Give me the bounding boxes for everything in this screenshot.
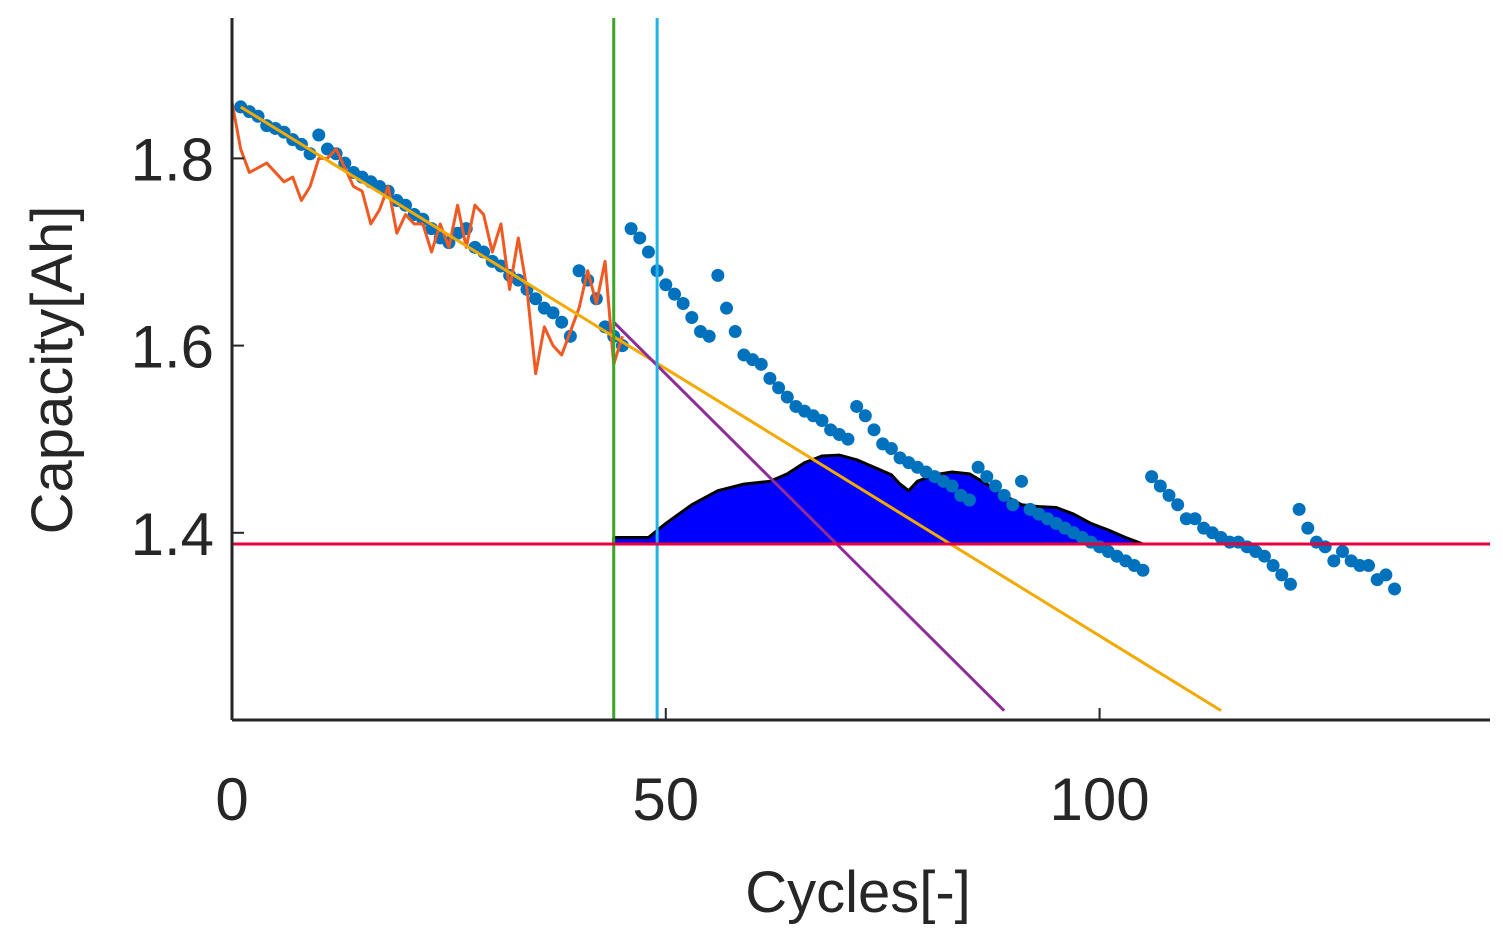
data-point [667, 287, 681, 301]
data-point [641, 245, 655, 259]
data-point [945, 479, 959, 493]
data-point [1136, 563, 1150, 577]
data-point [633, 231, 647, 245]
data-point [841, 432, 855, 446]
data-point [555, 315, 569, 329]
data-point [1388, 582, 1402, 596]
data-point [867, 423, 881, 437]
data-point [1015, 474, 1029, 488]
data-point [720, 301, 734, 315]
x-tick-label: 100 [1050, 766, 1150, 833]
data-point [1327, 554, 1341, 568]
data-point [997, 488, 1011, 502]
y-tick-label: 1.6 [131, 314, 214, 381]
data-point [624, 222, 638, 236]
data-point [1266, 559, 1280, 573]
data-point [780, 390, 794, 404]
data-point [546, 306, 560, 320]
tick-layer: 0 50 100 1.4 1.6 1.8 [131, 126, 1150, 833]
data-point [772, 381, 786, 395]
data-point [754, 357, 768, 371]
data-point [971, 460, 985, 474]
data-point [702, 329, 716, 343]
data-point [1283, 577, 1297, 591]
y-axis-title: Capacity[Ah] [20, 206, 85, 535]
data-point [1188, 512, 1202, 526]
data-point [399, 198, 413, 212]
data-point [659, 278, 673, 292]
data-point [312, 128, 326, 142]
data-point [572, 264, 586, 278]
y-tick-label: 1.8 [131, 126, 214, 193]
data-point [884, 442, 898, 456]
data-point [763, 371, 777, 385]
data-point [858, 409, 872, 423]
plot-layer [230, 18, 1490, 720]
data-point [1301, 521, 1315, 535]
data-point [676, 296, 690, 310]
y-tick-label: 1.4 [131, 501, 214, 568]
data-point [1153, 479, 1167, 493]
data-point [1292, 502, 1306, 516]
data-point [728, 325, 742, 339]
data-point [988, 479, 1002, 493]
data-point [980, 470, 994, 484]
data-point [1145, 470, 1159, 484]
data-point [815, 413, 829, 427]
data-point [1006, 498, 1020, 512]
x-tick-label: 0 [215, 766, 248, 833]
linear-fit-line [239, 105, 1222, 712]
axes-layer [230, 18, 1490, 722]
extrapolation-line [612, 321, 1006, 712]
data-point [1336, 545, 1350, 559]
data-point [685, 311, 699, 325]
data-point [1162, 488, 1176, 502]
filtered-estimate-line [230, 101, 624, 376]
data-point [1257, 549, 1271, 563]
x-tick-label: 50 [632, 766, 699, 833]
data-point [1275, 568, 1289, 582]
data-point [850, 399, 864, 413]
data-point [1171, 498, 1185, 512]
x-axis-title: Cycles[-] [745, 860, 971, 925]
data-point [1318, 540, 1332, 554]
data-point [711, 268, 725, 282]
data-point [1379, 568, 1393, 582]
data-point [529, 292, 543, 306]
data-point [1362, 559, 1376, 573]
data-point [962, 493, 976, 507]
